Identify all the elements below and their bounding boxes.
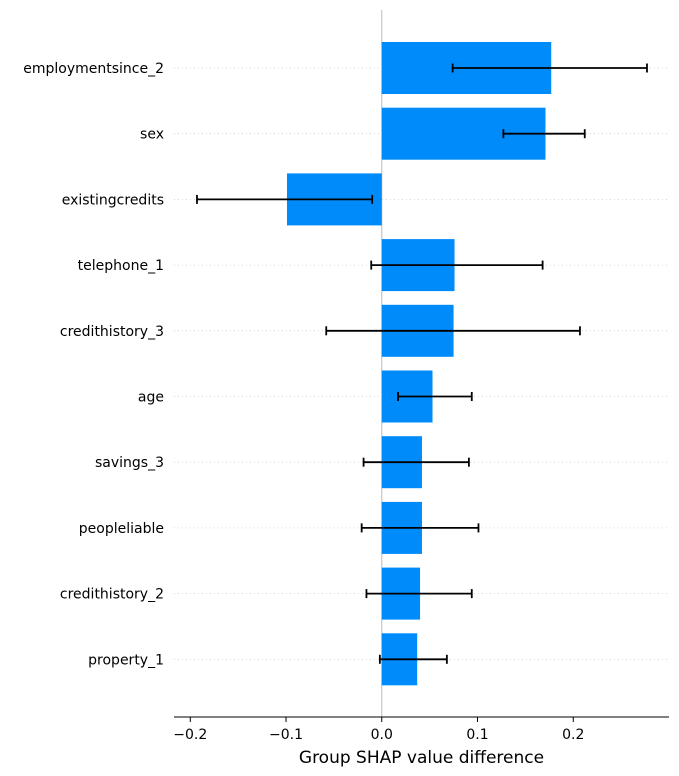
bars	[286, 42, 552, 686]
x-axis-label: Group SHAP value difference	[299, 748, 544, 768]
y-tick-label-sex: sex	[140, 127, 164, 143]
x-tick-label-3: 0.1	[466, 727, 488, 743]
y-tick-label-credithistory_2: credithistory_2	[60, 587, 164, 603]
x-tick-label-0: −0.2	[173, 727, 207, 743]
y-tick-label-peopleliable: peopleliable	[79, 521, 164, 537]
x-tick-label-4: 0.2	[562, 727, 584, 743]
y-tick-label-credithistory_3: credithistory_3	[60, 324, 164, 340]
x-tick-label-2: 0.0	[371, 727, 393, 743]
y-tick-label-savings_3: savings_3	[95, 455, 164, 471]
y-tick-label-telephone_1: telephone_1	[78, 258, 164, 274]
y-tick-label-employmentsince_2: employmentsince_2	[23, 61, 164, 77]
x-ticks: −0.2 −0.1 0.0 0.1 0.2	[173, 717, 584, 743]
x-tick-label-1: −0.1	[269, 727, 303, 743]
y-tick-label-existingcredits: existingcredits	[62, 192, 164, 208]
y-tick-label-age: age	[138, 390, 164, 406]
y-tick-label-property_1: property_1	[88, 652, 164, 668]
error-bars	[196, 63, 648, 664]
